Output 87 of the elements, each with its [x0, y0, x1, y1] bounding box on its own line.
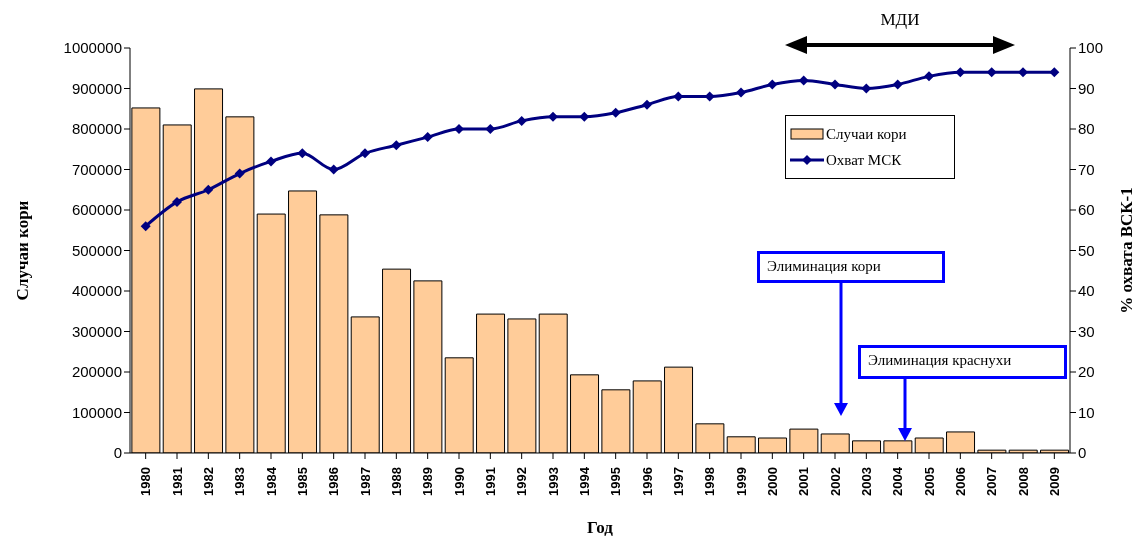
x-tick-label: 2009 [1046, 467, 1062, 496]
x-tick-label: 1994 [576, 466, 592, 496]
point [1018, 67, 1028, 78]
point [861, 83, 872, 94]
y-tick-label: 300000 [71, 322, 122, 340]
legend-label: Охват МСК [826, 151, 902, 169]
y2-tick-label: 40 [1078, 282, 1095, 300]
point [391, 140, 402, 151]
y2-tick-label: 80 [1078, 120, 1095, 138]
x-tick-label: 2007 [984, 467, 1000, 496]
point [548, 111, 558, 122]
y2-tick-label: 0 [1078, 444, 1087, 462]
annotation: Элиминация кори [767, 258, 881, 275]
y-tick-label: 800000 [71, 120, 122, 138]
point [203, 184, 214, 195]
x-tick-label: 1982 [200, 467, 216, 496]
x-tick-label: 2001 [796, 467, 812, 496]
x-tick-label: 1997 [670, 467, 686, 496]
x-tick-label: 1990 [451, 467, 467, 496]
text: МДИ [879, 10, 921, 30]
y-axis-title: Случаи кори [13, 200, 33, 301]
x-tick-label: 2005 [921, 467, 937, 496]
x-tick-label: 1981 [169, 467, 185, 496]
y-tick-label: 600000 [71, 201, 122, 219]
point [266, 156, 276, 167]
x-tick-label: 1992 [514, 467, 530, 496]
point [798, 75, 809, 86]
x-tick-label: 2002 [827, 467, 843, 496]
y2-axis-title: % охвата ВСК-1 [1117, 187, 1137, 314]
point [172, 196, 182, 207]
y-tick-label: 0 [113, 444, 122, 462]
legend-label: Случаи кори [826, 125, 907, 143]
x-tick-label: 1998 [702, 467, 718, 496]
x-tick-label: 1987 [357, 467, 373, 496]
x-axis-title: Год [587, 518, 614, 537]
point [454, 124, 464, 134]
y2-tick-label: 90 [1078, 79, 1095, 97]
x-tick-label: 1993 [545, 467, 561, 496]
x-tick-label: 1983 [232, 467, 248, 496]
point [610, 107, 621, 118]
x-tick-label: 2000 [764, 467, 780, 496]
point [1049, 67, 1060, 78]
point [767, 79, 778, 90]
y2-tick-label: 70 [1078, 160, 1095, 178]
y2-tick-label: 60 [1078, 201, 1095, 219]
y2-tick-label: 20 [1078, 363, 1095, 381]
y2-tick-label: 100 [1078, 39, 1104, 57]
annotation: Элиминация краснухи [868, 352, 1012, 369]
x-tick-label: 1980 [138, 467, 154, 496]
point [736, 87, 746, 98]
y-tick-label: 400000 [71, 282, 122, 300]
point [955, 67, 966, 78]
point [642, 99, 652, 110]
x-tick-label: 1989 [420, 467, 436, 496]
x-tick-label: 2008 [1015, 467, 1031, 496]
x-tick-label: 1985 [294, 467, 310, 496]
point [485, 124, 496, 134]
point [328, 164, 339, 175]
y2-tick-label: 50 [1078, 241, 1095, 259]
x-tick-label: 1986 [326, 467, 342, 496]
x-tick-label: 1988 [388, 467, 404, 496]
point [297, 148, 308, 159]
x-tick-label: 2004 [890, 466, 906, 496]
x-tick-label: 1984 [263, 466, 279, 496]
y-tick-label: 500000 [71, 241, 122, 259]
y-tick-label: 700000 [71, 160, 122, 178]
x-tick-label: 1995 [608, 467, 624, 496]
y-tick-label: 1000000 [63, 39, 122, 57]
y-tick-label: 100000 [71, 403, 122, 421]
x-tick-label: 1996 [639, 467, 655, 496]
y-tick-label: 200000 [71, 363, 122, 381]
point [422, 132, 433, 143]
point [830, 79, 840, 90]
point [140, 221, 151, 232]
point [986, 67, 997, 78]
x-tick-label: 1991 [482, 467, 498, 496]
point [892, 79, 903, 90]
x-tick-label: 2006 [952, 467, 968, 496]
point [516, 115, 527, 126]
point [924, 71, 934, 82]
x-tick-label: 2003 [858, 467, 874, 496]
y2-tick-label: 10 [1078, 403, 1095, 421]
y-tick-label: 900000 [71, 79, 122, 97]
y2-tick-label: 30 [1078, 322, 1095, 340]
x-tick-label: 1999 [733, 467, 749, 496]
point [360, 148, 370, 159]
point [234, 168, 245, 179]
